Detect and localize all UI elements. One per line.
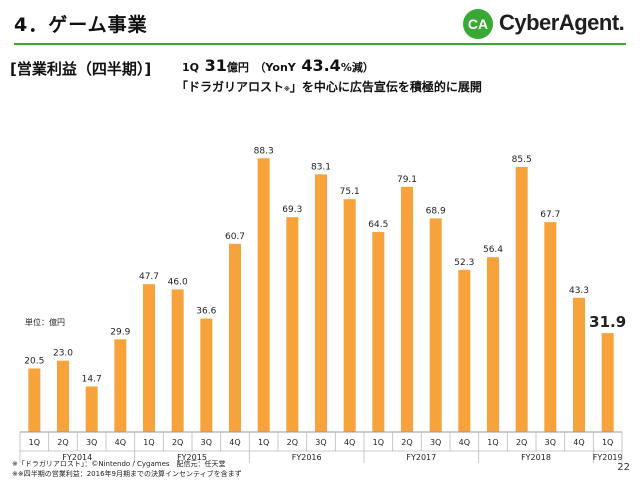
x-tick-label: 4Q [459,438,470,447]
x-tick-label: 1Q [258,438,269,447]
footnote-2: ※※四半期の営業利益：2016年9月期までの決算インセンティブを含まず [12,470,242,478]
x-tick-label: 1Q [29,438,40,447]
x-tick-label: 2Q [516,438,527,447]
x-tick-label: 4Q [115,438,126,447]
data-label: 31.9 [589,313,626,331]
bar [372,232,385,432]
fiscal-year-label: FY2015 [177,453,207,462]
bar [200,318,213,432]
bar [257,158,270,432]
data-label: 68.9 [426,206,446,216]
slide-title: 4．ゲーム事業 [14,14,148,36]
x-tick-label: 1Q [487,438,498,447]
bar [601,333,614,432]
x-tick-label: 1Q [373,438,384,447]
bar [544,222,557,432]
data-label: 88.3 [254,146,274,156]
x-tick-label: 2Q [401,438,412,447]
page-number: 22 [617,462,630,473]
data-label: 60.7 [225,232,245,242]
headline-quarter: 1Q [182,61,200,74]
data-label: 46.0 [168,277,188,287]
bar [515,166,528,432]
headline-unit: 億円 [226,61,249,74]
fiscal-year-label: FY2016 [292,453,322,462]
data-label: 67.7 [540,210,560,220]
headline-yoy-open: （YonY [254,61,296,74]
footnote-1: ※「ドラガリアロスト」：©Nintendo / Cygames 配信元：任天堂 [12,460,226,468]
bar [429,218,442,432]
bar [573,297,585,432]
bar [343,199,356,432]
data-label: 56.4 [483,245,503,255]
cyberagent-logo: CA CyberAgent. [462,8,630,40]
x-tick-label: 3Q [86,438,97,447]
x-tick-label: 3Q [201,438,212,447]
bar [28,368,41,432]
data-label: 20.5 [24,356,44,366]
data-label: 29.9 [110,327,130,337]
bar [487,257,499,432]
subhead: 「ドラガリアロスト※」を中心に広告宣伝を積極的に展開 [176,78,482,95]
data-label: 79.1 [397,175,417,185]
bar [315,174,327,432]
data-label: 69.3 [282,205,302,215]
data-label: 75.1 [340,187,360,197]
x-tick-label: 2Q [287,438,298,447]
x-tick-label: 3Q [545,438,556,447]
bar [229,243,241,432]
x-tick-label: 3Q [315,438,326,447]
headline: 1Q 31億円 （YonY 43.4%減） [182,56,374,75]
bar [85,386,98,432]
fiscal-year-label: FY2018 [521,453,551,462]
x-tick-label: 1Q [143,438,154,447]
bar [171,289,184,432]
data-label: 83.1 [311,162,331,172]
data-label: 52.3 [454,258,474,268]
x-tick-label: 1Q [602,438,613,447]
bar [286,217,299,432]
bar [143,284,155,432]
data-label: 64.5 [368,220,388,230]
bar [401,186,413,432]
fiscal-year-label: FY2014 [62,453,92,462]
bar [458,269,471,432]
data-label: 47.7 [139,272,159,282]
x-tick-label: 2Q [172,438,183,447]
fiscal-year-label: FY2019 [593,453,623,462]
fiscal-year-label: FY2017 [406,453,436,462]
subhead-mark: ※ [284,86,290,93]
subhead-after: 」を中心に広告宣伝を積極的に展開 [289,80,482,94]
cyberagent-logo-icon: CA [463,9,493,39]
subhead-before: 「ドラガリアロスト [176,80,285,94]
data-label: 14.7 [82,374,102,384]
data-label: 85.5 [512,155,532,165]
headline-yoy-value: 43.4 [301,56,341,75]
x-tick-label: 2Q [57,438,68,447]
data-label: 23.0 [53,349,73,359]
x-tick-label: 4Q [344,438,355,447]
title-rule [14,43,626,45]
x-tick-label: 4Q [229,438,240,447]
x-tick-label: 3Q [430,438,441,447]
data-label: 36.6 [196,307,216,317]
unit-label: 単位：億円 [25,318,65,327]
section-label: [営業利益（四半期）] [10,60,152,78]
bar [57,360,69,432]
data-label: 43.3 [569,286,589,296]
headline-yoy-suffix: %減） [340,61,374,74]
logo-mark-text: CA [468,16,488,32]
bar [114,339,127,432]
logo-text: CyberAgent. [499,10,625,35]
x-tick-label: 4Q [573,438,584,447]
headline-value: 31 [204,56,227,75]
